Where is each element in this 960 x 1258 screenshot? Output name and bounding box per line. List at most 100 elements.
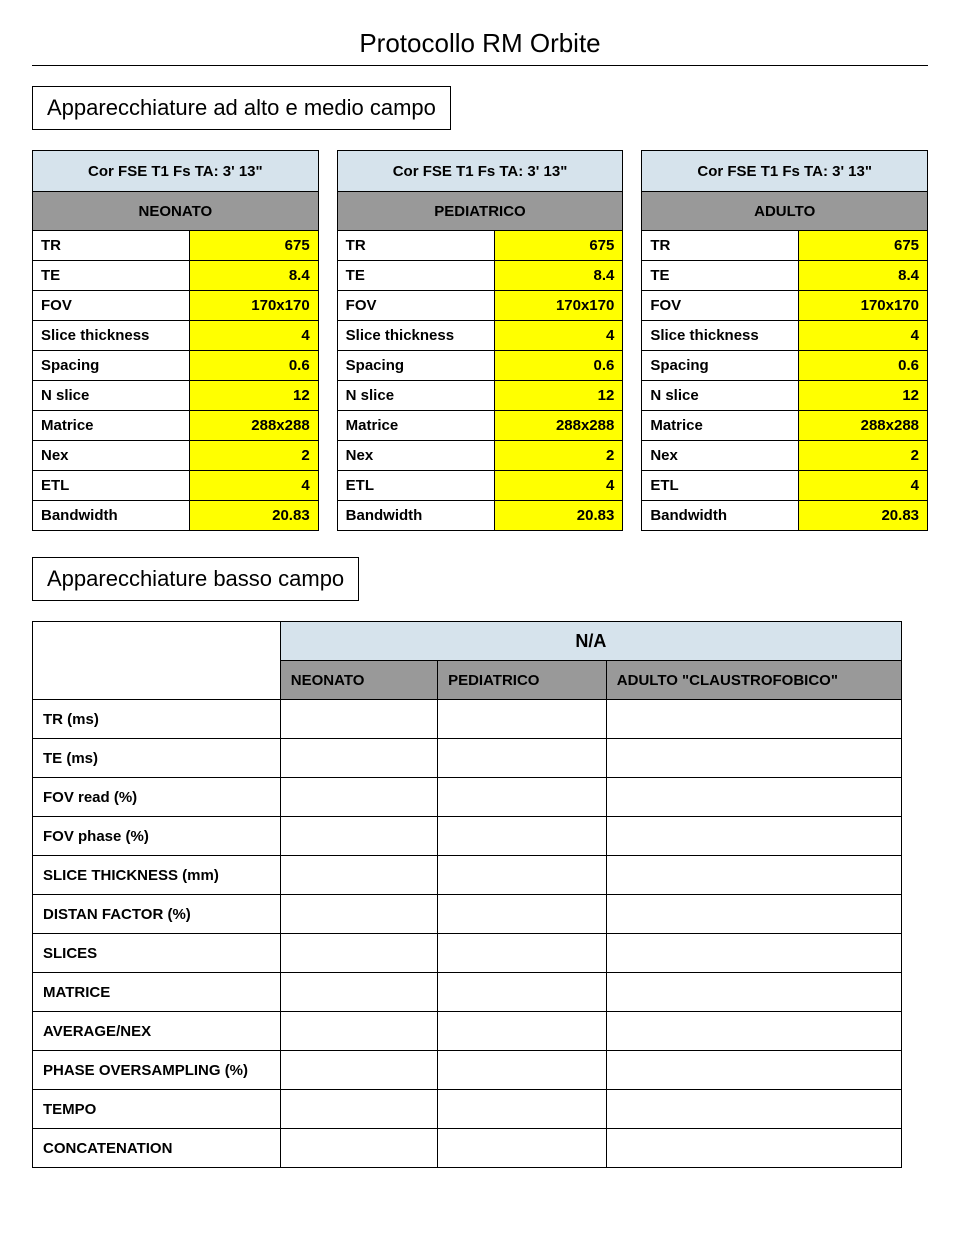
param-label: ETL	[33, 471, 190, 501]
param-value: 8.4	[190, 261, 319, 291]
param-label: Matrice	[642, 411, 799, 441]
low-cell	[280, 856, 437, 895]
low-col-header: ADULTO "CLAUSTROFOBICO"	[606, 661, 901, 700]
param-label: Slice thickness	[33, 321, 190, 351]
low-cell	[280, 1129, 437, 1168]
low-cell	[438, 934, 607, 973]
low-row-label: FOV read (%)	[33, 778, 281, 817]
param-label: FOV	[337, 291, 494, 321]
param-label: Slice thickness	[642, 321, 799, 351]
low-cell	[606, 700, 901, 739]
sequence-header: Cor FSE T1 Fs TA: 3' 13"	[337, 151, 623, 192]
param-label: TR	[337, 231, 494, 261]
param-value: 2	[799, 441, 928, 471]
param-value: 2	[190, 441, 319, 471]
low-row-label: DISTAN FACTOR (%)	[33, 895, 281, 934]
low-cell	[606, 1129, 901, 1168]
param-value: 0.6	[190, 351, 319, 381]
low-cell	[280, 778, 437, 817]
param-value: 20.83	[190, 501, 319, 531]
low-cell	[438, 973, 607, 1012]
param-label: Spacing	[337, 351, 494, 381]
param-label: Slice thickness	[337, 321, 494, 351]
param-value: 288x288	[799, 411, 928, 441]
low-row-label: MATRICE	[33, 973, 281, 1012]
category-header: NEONATO	[33, 192, 319, 231]
param-label: FOV	[33, 291, 190, 321]
low-col-header: NEONATO	[280, 661, 437, 700]
low-cell	[438, 817, 607, 856]
sequence-header: Cor FSE T1 Fs TA: 3' 13"	[33, 151, 319, 192]
low-cell	[280, 700, 437, 739]
low-cell	[606, 817, 901, 856]
low-row-label: TEMPO	[33, 1090, 281, 1129]
param-value: 170x170	[190, 291, 319, 321]
param-label: TE	[33, 261, 190, 291]
page-title: Protocollo RM Orbite	[32, 28, 928, 59]
na-header: N/A	[280, 622, 901, 661]
param-value: 4	[190, 321, 319, 351]
param-value: 675	[494, 231, 623, 261]
low-cell	[438, 1090, 607, 1129]
param-label: N slice	[642, 381, 799, 411]
param-value: 4	[494, 321, 623, 351]
low-row-label: SLICES	[33, 934, 281, 973]
param-value: 675	[799, 231, 928, 261]
low-cell	[606, 934, 901, 973]
param-value: 170x170	[494, 291, 623, 321]
param-value: 8.4	[799, 261, 928, 291]
low-cell	[438, 1051, 607, 1090]
param-label: Bandwidth	[642, 501, 799, 531]
title-divider	[32, 65, 928, 66]
low-cell	[606, 778, 901, 817]
param-label: ETL	[642, 471, 799, 501]
param-value: 20.83	[494, 501, 623, 531]
param-label: TE	[642, 261, 799, 291]
param-table-0: Cor FSE T1 Fs TA: 3' 13"NEONATOTR675TE8.…	[32, 150, 319, 531]
low-cell	[438, 778, 607, 817]
low-cell	[438, 700, 607, 739]
param-value: 12	[799, 381, 928, 411]
param-value: 4	[494, 471, 623, 501]
category-header: PEDIATRICO	[337, 192, 623, 231]
param-label: Matrice	[337, 411, 494, 441]
low-col-header: PEDIATRICO	[438, 661, 607, 700]
low-row-label: FOV phase (%)	[33, 817, 281, 856]
low-cell	[280, 817, 437, 856]
high-field-tables-row: Cor FSE T1 Fs TA: 3' 13"NEONATOTR675TE8.…	[32, 150, 928, 531]
param-value: 4	[190, 471, 319, 501]
param-label: Spacing	[33, 351, 190, 381]
low-row-label: AVERAGE/NEX	[33, 1012, 281, 1051]
low-cell	[438, 739, 607, 778]
low-cell	[280, 739, 437, 778]
param-label: Nex	[33, 441, 190, 471]
param-value: 12	[190, 381, 319, 411]
low-cell	[280, 1090, 437, 1129]
section-box-low-field: Apparecchiature basso campo	[32, 557, 359, 601]
low-row-label: PHASE OVERSAMPLING (%)	[33, 1051, 281, 1090]
param-value: 8.4	[494, 261, 623, 291]
param-label: Bandwidth	[33, 501, 190, 531]
param-label: Nex	[642, 441, 799, 471]
sequence-header: Cor FSE T1 Fs TA: 3' 13"	[642, 151, 928, 192]
param-value: 20.83	[799, 501, 928, 531]
param-value: 675	[190, 231, 319, 261]
low-cell	[438, 1129, 607, 1168]
low-cell	[280, 895, 437, 934]
param-label: TE	[337, 261, 494, 291]
low-row-label: TE (ms)	[33, 739, 281, 778]
param-value: 0.6	[799, 351, 928, 381]
low-cell	[606, 739, 901, 778]
low-cell	[280, 934, 437, 973]
low-cell	[438, 1012, 607, 1051]
param-value: 4	[799, 471, 928, 501]
param-table-2: Cor FSE T1 Fs TA: 3' 13"ADULTOTR675TE8.4…	[641, 150, 928, 531]
param-table-1: Cor FSE T1 Fs TA: 3' 13"PEDIATRICOTR675T…	[337, 150, 624, 531]
empty-corner	[33, 622, 281, 700]
low-cell	[606, 856, 901, 895]
param-label: Bandwidth	[337, 501, 494, 531]
low-cell	[280, 973, 437, 1012]
low-cell	[438, 856, 607, 895]
low-cell	[606, 1012, 901, 1051]
low-cell	[280, 1051, 437, 1090]
